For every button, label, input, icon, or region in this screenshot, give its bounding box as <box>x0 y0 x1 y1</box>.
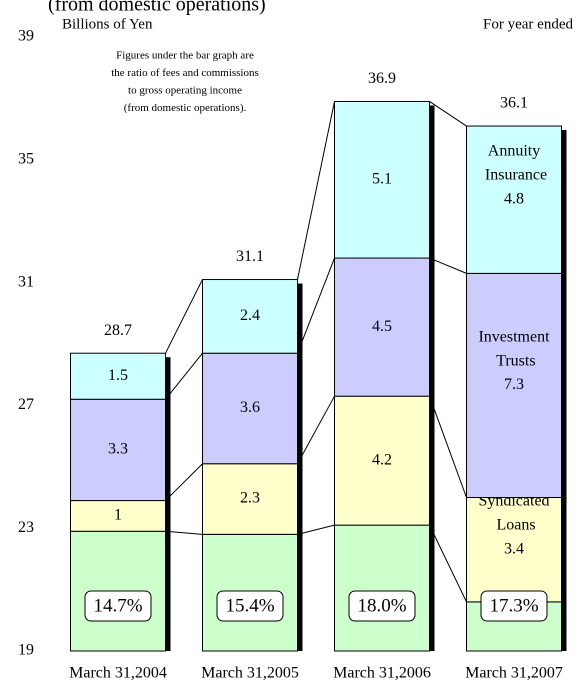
note-line: to gross operating income <box>128 85 242 97</box>
connector <box>297 101 335 280</box>
bar-segment <box>202 463 298 535</box>
chart-title: (from domestic operations) <box>48 0 266 16</box>
ratio-box <box>84 590 152 622</box>
value-label: 3.3 <box>108 441 128 458</box>
note-line: Figures under the bar graph are <box>116 50 254 62</box>
bar-segment <box>466 497 562 603</box>
y-tick-label: 27 <box>18 396 34 413</box>
ratio-box <box>348 590 416 622</box>
series-name: Investment Trusts <box>478 328 550 369</box>
bar-shadow <box>297 283 303 651</box>
series-name: Annuity Insurance <box>481 142 547 183</box>
connector <box>429 257 467 274</box>
ratio-label: 15.4% <box>225 595 274 616</box>
total-label: 36.1 <box>500 95 528 112</box>
x-tick-label: March 31,2005 <box>201 665 299 682</box>
total-label: 28.7 <box>104 322 132 339</box>
connector <box>165 463 203 501</box>
bar-shadow <box>561 130 567 651</box>
bar-segment <box>334 257 430 397</box>
y-tick-label: 35 <box>18 150 34 167</box>
bar-segment <box>334 395 430 526</box>
value-label: 2.4 <box>240 307 260 324</box>
connector <box>429 524 467 603</box>
value-label: 5.1 <box>372 170 392 187</box>
note-line: (from domestic operations). <box>124 102 247 114</box>
x-tick-label: March 31,2007 <box>465 665 563 682</box>
total-label: 31.1 <box>236 248 264 265</box>
bar-segment <box>70 352 166 400</box>
bar-segment <box>202 352 298 465</box>
connector <box>165 279 203 354</box>
bar-segment <box>202 279 298 354</box>
value-label: 4.8 <box>504 190 524 207</box>
connector <box>429 101 467 127</box>
connector <box>297 524 335 535</box>
value-label: 4.2 <box>372 451 392 468</box>
value-label: 3.4 <box>504 540 524 557</box>
connector <box>297 395 335 464</box>
value-label: 1.5 <box>108 367 128 384</box>
value-label: 2.3 <box>240 490 260 507</box>
bar-segment <box>466 272 562 499</box>
connector <box>165 530 203 535</box>
value-label: 3.6 <box>240 399 260 416</box>
total-label: 36.9 <box>368 70 396 87</box>
bar-segment <box>70 500 166 532</box>
connector <box>165 352 203 400</box>
bar-segment <box>334 524 430 652</box>
bar-segment <box>334 100 430 259</box>
y-tick-label: 23 <box>18 519 34 536</box>
connector <box>297 257 335 354</box>
y-tick-label: 19 <box>18 642 34 659</box>
value-label: 1 <box>114 507 122 524</box>
ratio-box <box>216 590 284 622</box>
value-label: 7.3 <box>504 376 524 393</box>
x-axis-label: For year ended <box>483 16 573 32</box>
ratio-label: 14.7% <box>93 595 142 616</box>
x-tick-label: March 31,2004 <box>69 665 167 682</box>
connector <box>429 396 467 498</box>
y-tick-label: 39 <box>18 28 34 45</box>
ratio-label: 17.3% <box>489 595 538 616</box>
ratio-label: 18.0% <box>357 595 406 616</box>
value-label: 4.5 <box>372 318 392 335</box>
bar-shadow <box>165 357 171 651</box>
note-line: the ratio of fees and commissions <box>111 67 259 79</box>
bar-segment <box>466 125 562 274</box>
ratio-box <box>480 590 548 622</box>
y-tick-label: 31 <box>18 273 34 290</box>
bar-shadow <box>429 105 435 652</box>
y-axis-label: Billions of Yen <box>62 16 153 32</box>
x-tick-label: March 31,2006 <box>333 665 431 682</box>
